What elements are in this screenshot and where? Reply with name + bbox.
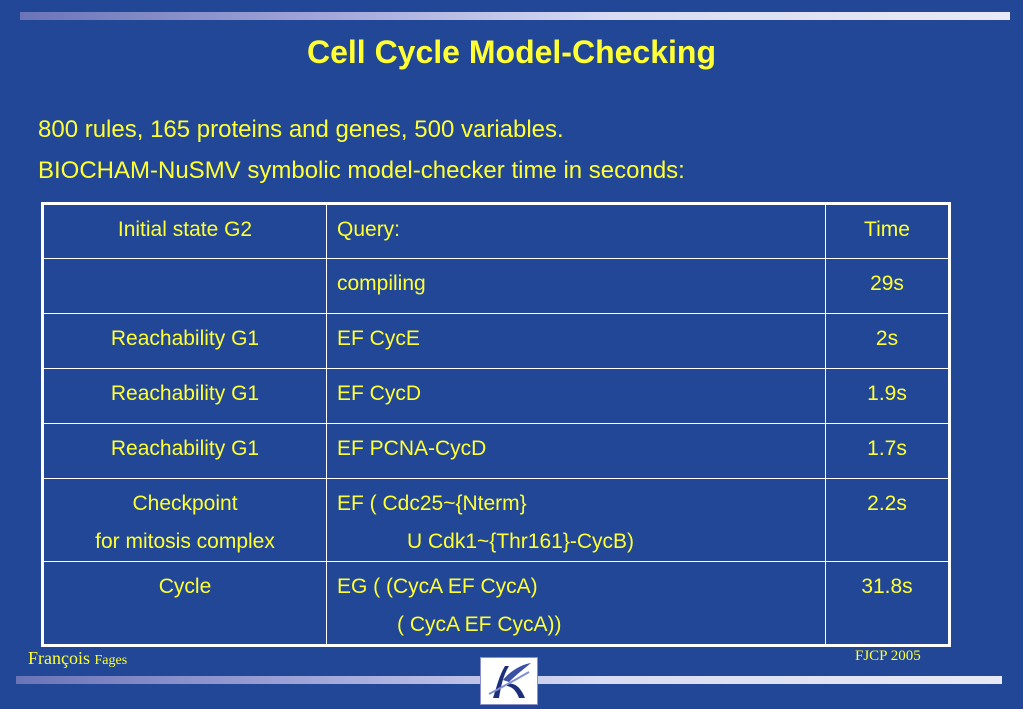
table-row: Reachability G1 EF CycD 1.9s — [42, 368, 950, 424]
cell-initial-state: Reachability G1 — [42, 368, 327, 424]
table-row: Cycle EG ( (CycA EF CycA) ( CycA EF CycA… — [42, 561, 950, 646]
cell-query: EF PCNA-CycD — [326, 423, 826, 479]
cell-query-line-1: EG ( (CycA EF CycA) — [337, 575, 538, 598]
table-row: Reachability G1 EF PCNA-CycD 1.7s — [42, 423, 950, 479]
cell-initial-state: Cycle — [42, 561, 327, 646]
cell-query: EF ( Cdc25~{Nterm} U Cdk1~{Thr161}-CycB) — [326, 478, 826, 562]
cell-initial-state: Reachability G1 — [42, 313, 327, 369]
cell-initial-state — [42, 258, 327, 314]
results-table: Initial state G2 Query: Time compiling 2… — [41, 202, 951, 647]
cell-initial-state: Reachability G1 — [42, 423, 327, 479]
table-header-row: Initial state G2 Query: Time — [42, 203, 950, 259]
footer-author-first: François — [28, 648, 90, 668]
intro-line-2: BIOCHAM-NuSMV symbolic model-checker tim… — [38, 157, 685, 184]
cell-initial-state: Checkpoint for mitosis complex — [42, 478, 327, 562]
cell-query-line-1: EF ( Cdc25~{Nterm} — [337, 492, 527, 515]
header-time: Time — [825, 203, 950, 259]
slide-title: Cell Cycle Model-Checking — [307, 34, 716, 70]
cell-time: 1.9s — [825, 368, 950, 424]
inria-logo-icon — [480, 657, 538, 705]
cell-query: compiling — [326, 258, 826, 314]
table-row: Reachability G1 EF CycE 2s — [42, 313, 950, 369]
cell-initial-state-line-2: for mitosis complex — [95, 530, 275, 553]
cell-time: 31.8s — [825, 561, 950, 646]
cell-time: 29s — [825, 258, 950, 314]
cell-query-line-2: U Cdk1~{Thr161}-CycB) — [407, 530, 635, 553]
cell-query: EF CycE — [326, 313, 826, 369]
cell-query: EG ( (CycA EF CycA) ( CycA EF CycA)) — [326, 561, 826, 646]
table-row: compiling 29s — [42, 258, 950, 314]
cell-time: 1.7s — [825, 423, 950, 479]
top-decorative-bar — [20, 12, 1010, 20]
cell-time: 2.2s — [825, 478, 950, 562]
footer-event: FJCP 2005 — [855, 648, 921, 664]
header-initial-state: Initial state G2 — [42, 203, 327, 259]
cell-query-line-2: ( CycA EF CycA)) — [397, 613, 562, 636]
intro-line-1: 800 rules, 165 proteins and genes, 500 v… — [38, 116, 564, 143]
cell-initial-state-line-1: Checkpoint — [132, 492, 238, 515]
header-query: Query: — [326, 203, 826, 259]
footer-author-last: Fages — [94, 653, 128, 668]
table-row: Checkpoint for mitosis complex EF ( Cdc2… — [42, 478, 950, 562]
cell-query: EF CycD — [326, 368, 826, 424]
footer-author: François Fages — [28, 648, 127, 669]
cell-time: 2s — [825, 313, 950, 369]
